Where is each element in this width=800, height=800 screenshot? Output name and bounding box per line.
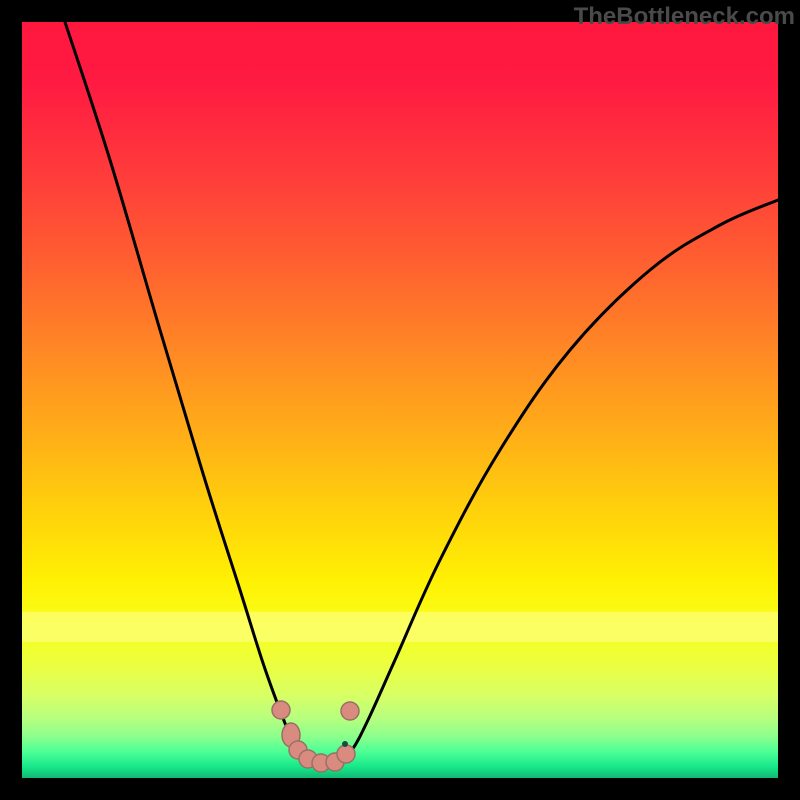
trough-marker [341,702,359,720]
pale-yellow-band [22,612,778,642]
trough-center-dot [342,741,348,747]
trough-marker [337,745,355,763]
watermark-text: TheBottleneck.com [574,3,795,31]
chart-canvas [0,0,800,800]
gradient-bg [22,22,778,778]
trough-marker [272,701,290,719]
